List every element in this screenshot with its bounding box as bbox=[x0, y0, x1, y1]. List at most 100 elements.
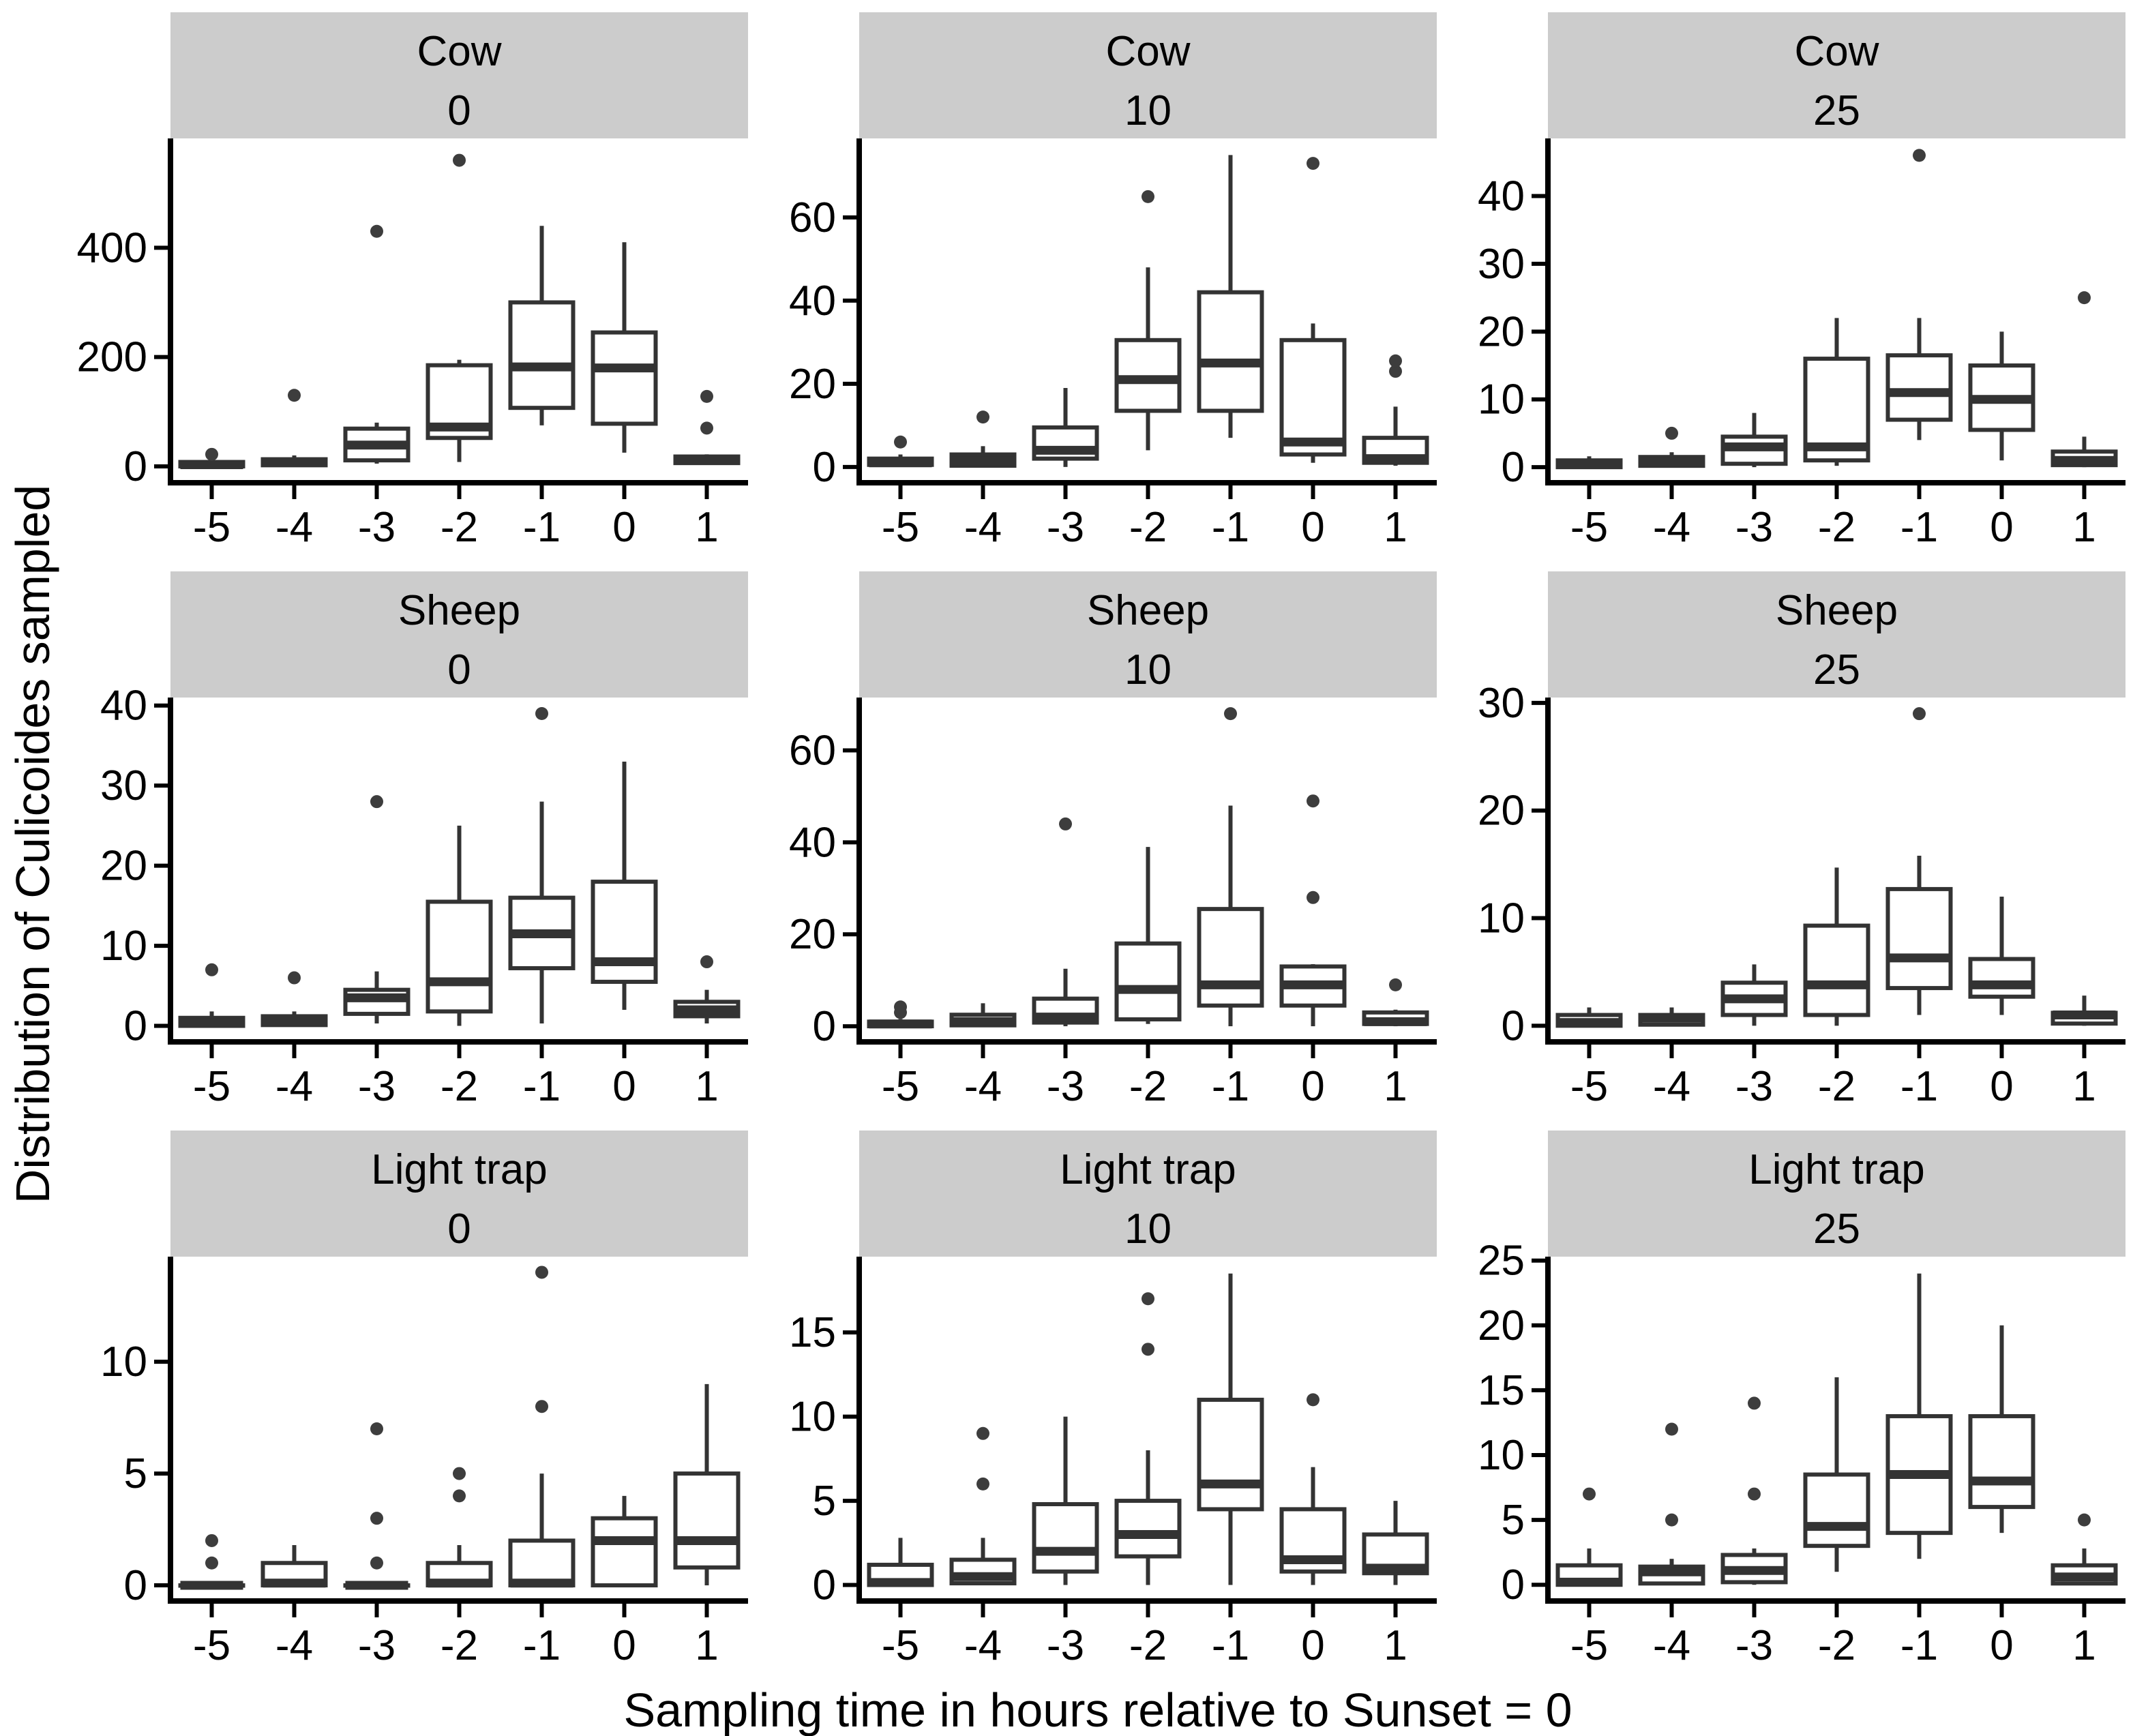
facet-strip bbox=[859, 1131, 1437, 1257]
facet-strip-row-label: Sheep bbox=[1776, 587, 1898, 634]
panel-cow-0: Cow 0 0 200 400 -5 -4 -3 -2 -1 0 1 bbox=[77, 12, 748, 551]
boxplot-x1 bbox=[1362, 1501, 1429, 1585]
boxplot-x-4 bbox=[949, 1003, 1017, 1028]
y-axis-tick-label: 20 bbox=[100, 843, 147, 890]
boxplot-x1 bbox=[673, 1383, 741, 1586]
y-axis-tick-label: 10 bbox=[100, 923, 147, 970]
x-axis-tick-label: -3 bbox=[358, 1063, 396, 1110]
boxplot-x-3 bbox=[1720, 413, 1788, 468]
box-iqr bbox=[591, 880, 658, 984]
boxplot-x-2 bbox=[426, 153, 493, 462]
y-axis-tick-label: 0 bbox=[124, 443, 147, 490]
outlier-point bbox=[288, 971, 301, 985]
boxplot-x-4 bbox=[949, 1426, 1017, 1586]
boxplot-x-5 bbox=[178, 963, 245, 1028]
x-axis-tick-label: -5 bbox=[1570, 1622, 1608, 1669]
outlier-point bbox=[288, 389, 301, 402]
boxplot-x1 bbox=[1362, 978, 1429, 1027]
x-axis-tick-label: 0 bbox=[1990, 1063, 2013, 1110]
y-axis-tick-label: 15 bbox=[1478, 1367, 1525, 1414]
x-axis-tick-label: -3 bbox=[358, 1622, 396, 1669]
boxplot-x-3 bbox=[1720, 964, 1788, 1026]
facet-strip-row-label: Light trap bbox=[1748, 1146, 1925, 1193]
x-axis-tick-label: -4 bbox=[964, 1622, 1002, 1669]
facet-strip bbox=[1548, 12, 2125, 138]
outlier-point bbox=[1307, 794, 1319, 808]
x-axis-tick-label: -5 bbox=[882, 1063, 919, 1110]
boxplot-x0 bbox=[1279, 1393, 1347, 1585]
x-axis-tick-label: -5 bbox=[193, 1063, 230, 1110]
boxplot-x-1 bbox=[508, 1266, 576, 1588]
x-axis-tick-label: 0 bbox=[612, 504, 636, 551]
facet-strip-row-label: Cow bbox=[1794, 28, 1879, 75]
boxplot-x-3 bbox=[343, 224, 411, 464]
panel-cow-10: Cow 10 0 20 40 60 -5 -4 -3 -2 -1 0 1 bbox=[789, 12, 1437, 551]
y-axis-tick-label: 5 bbox=[813, 1478, 836, 1525]
outlier-point bbox=[370, 795, 383, 809]
boxplot-x0 bbox=[1279, 794, 1347, 1027]
y-axis-tick-label: 0 bbox=[1502, 1002, 1525, 1049]
boxplot-x-3 bbox=[1032, 817, 1099, 1027]
x-axis-tick-label: -3 bbox=[358, 504, 396, 551]
x-axis-tick-label: -5 bbox=[193, 1622, 230, 1669]
boxplot-x-5 bbox=[178, 1533, 245, 1590]
y-axis-tick-label: 0 bbox=[124, 1003, 147, 1050]
boxplot-x-4 bbox=[1638, 426, 1705, 468]
x-axis-tick-label: 0 bbox=[612, 1063, 636, 1110]
box-iqr bbox=[673, 1471, 741, 1570]
outlier-point bbox=[205, 1556, 218, 1570]
x-axis-tick-label: -2 bbox=[1818, 1063, 1855, 1110]
facet-panel-grid: Cow 0 0 200 400 -5 -4 -3 -2 -1 0 1 Cow 10 0 20 40 60 -5 -4-… bbox=[65, 5, 2131, 1683]
y-axis-title: Distribution of Culicoides sampled bbox=[6, 484, 59, 1204]
y-axis-tick-label: 20 bbox=[1478, 308, 1525, 355]
x-axis-tick-label: -4 bbox=[1653, 1063, 1690, 1110]
x-axis-tick-label: -2 bbox=[1129, 1622, 1167, 1669]
facet-strip-col-label: 25 bbox=[1813, 87, 1860, 134]
x-axis-tick-label: -1 bbox=[523, 1622, 561, 1669]
y-axis-tick-label: 0 bbox=[1502, 1561, 1525, 1608]
x-axis-tick-label: -4 bbox=[964, 1063, 1002, 1110]
boxplot-x0 bbox=[1279, 157, 1347, 463]
x-axis-tick-label: -3 bbox=[1047, 1622, 1084, 1669]
panel-sheep-10: Sheep 10 0 20 40 60 -5 -4 -3 -2 -1 0 1 bbox=[789, 571, 1437, 1110]
outlier-point bbox=[700, 389, 713, 403]
boxplot-x-1 bbox=[1197, 155, 1264, 438]
facet-strip bbox=[859, 571, 1437, 698]
boxplot-x1 bbox=[1362, 354, 1429, 466]
box-iqr bbox=[1885, 886, 1953, 991]
facet-strip-row-label: Light trap bbox=[1060, 1146, 1236, 1193]
outlier-point bbox=[1307, 157, 1319, 170]
boxplot-x-3 bbox=[1032, 1416, 1099, 1585]
x-axis-tick-label: -4 bbox=[275, 1622, 313, 1669]
outlier-point bbox=[1224, 707, 1237, 721]
x-axis-tick-label: -3 bbox=[1735, 1063, 1773, 1110]
outlier-point bbox=[370, 224, 383, 238]
y-axis-tick-label: 20 bbox=[1478, 788, 1525, 835]
y-axis-tick-label: 60 bbox=[789, 194, 836, 241]
x-axis-tick-label: 1 bbox=[695, 1063, 718, 1110]
x-axis-tick-label: -1 bbox=[523, 1063, 561, 1110]
boxplot-x-5 bbox=[178, 447, 245, 470]
outlier-point bbox=[1665, 426, 1678, 440]
box-iqr bbox=[1114, 1499, 1182, 1559]
boxplot-x-1 bbox=[508, 226, 576, 425]
box-iqr bbox=[508, 1538, 576, 1588]
facet-strip-col-label: 25 bbox=[1813, 646, 1860, 693]
boxplot-x-2 bbox=[426, 825, 493, 1026]
outlier-point bbox=[1389, 354, 1402, 368]
outlier-point bbox=[1389, 978, 1402, 991]
box-iqr bbox=[1968, 957, 2035, 999]
outlier-point bbox=[453, 1489, 466, 1503]
x-axis-tick-label: -5 bbox=[882, 504, 919, 551]
boxplot-x-1 bbox=[1885, 1273, 1953, 1559]
outlier-point bbox=[976, 1477, 989, 1491]
y-axis-tick-label: 40 bbox=[789, 819, 836, 866]
box-iqr bbox=[1279, 338, 1347, 457]
outlier-point bbox=[370, 1512, 383, 1525]
boxplot-x-2 bbox=[1114, 1292, 1182, 1585]
boxplot-x-1 bbox=[508, 706, 576, 1023]
outlier-point bbox=[1748, 1396, 1761, 1410]
boxplot-x1 bbox=[673, 955, 741, 1023]
y-axis-tick-label: 400 bbox=[77, 224, 147, 271]
boxplot-x0 bbox=[591, 761, 658, 1011]
